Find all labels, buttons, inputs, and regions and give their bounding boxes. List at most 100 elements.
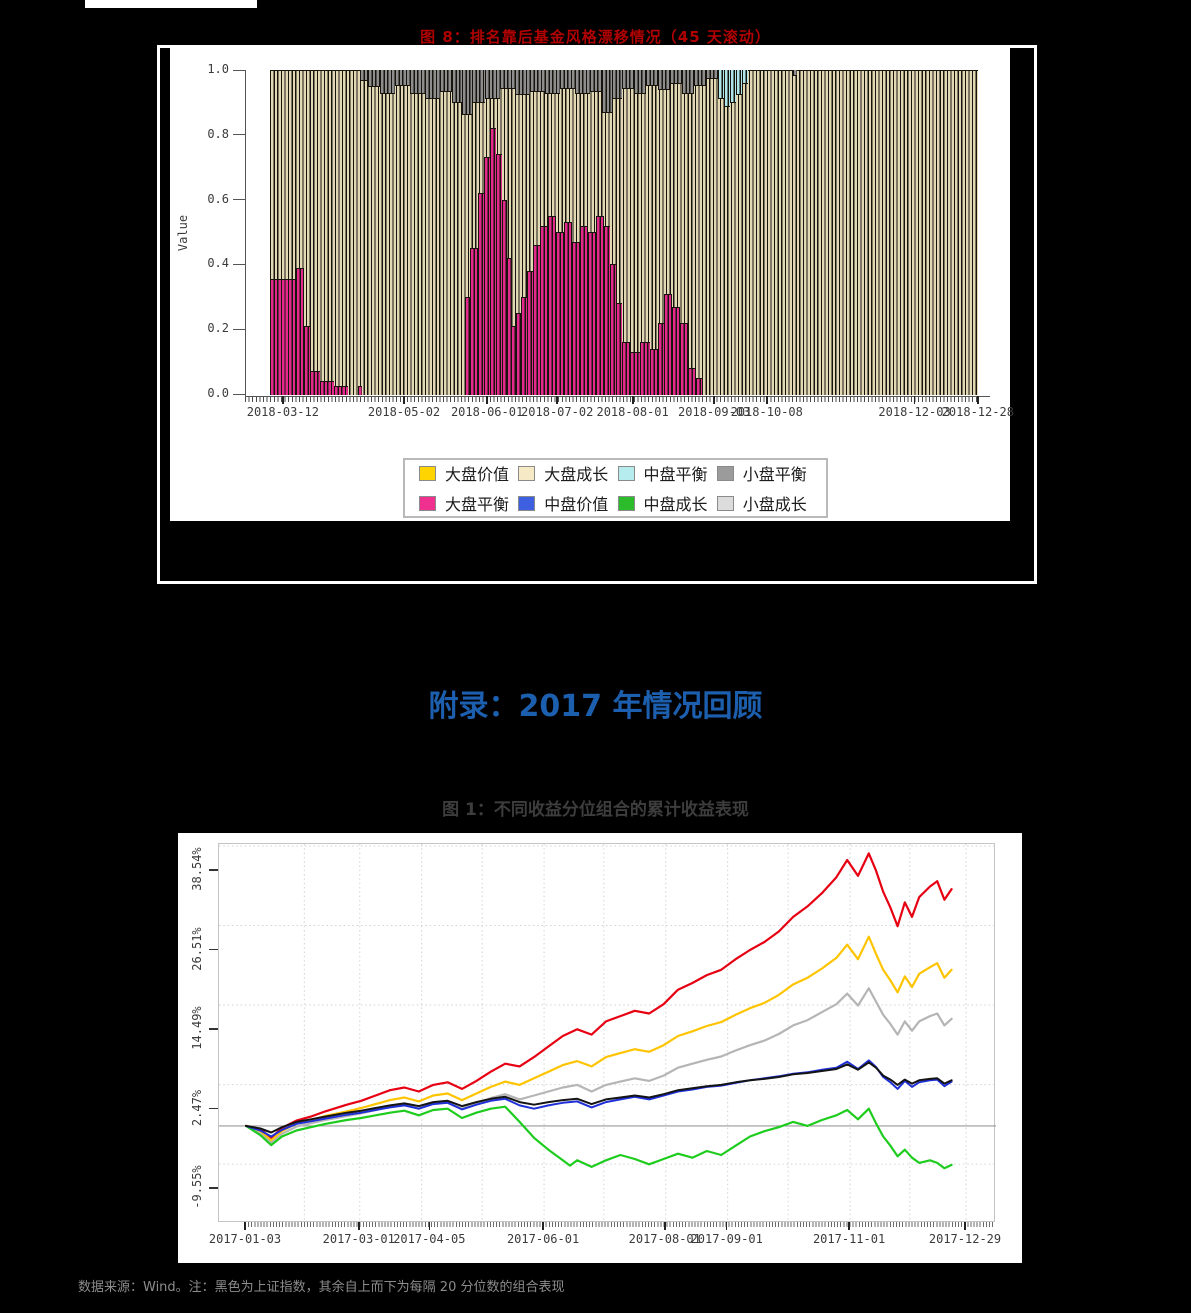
bar-segment-大盘平衡: [521, 296, 527, 395]
bar-segment-小盘平衡: [529, 70, 545, 93]
中盘平衡-swatch: [617, 465, 635, 481]
bar-segment-大盘平衡: [304, 325, 311, 395]
x-tick: [556, 396, 559, 404]
bar-segment-大盘平衡: [470, 248, 478, 395]
x-axis-line: [245, 396, 990, 398]
y-tick: [233, 393, 245, 395]
legend-label: 中盘成长: [643, 495, 708, 514]
bar-segment-大盘平衡: [496, 154, 503, 395]
x-tick-label: 2018-12-28: [941, 405, 1014, 419]
bar-segment-小盘平衡: [368, 70, 380, 88]
bar-segment-小盘平衡: [682, 70, 695, 94]
bar-segment-大盘平衡: [532, 244, 540, 395]
bar-segment-大盘平衡: [564, 222, 572, 395]
bar-segment-大盘平衡: [295, 267, 305, 395]
bar-segment-大盘平衡: [587, 232, 597, 395]
figure1-svg: [219, 844, 996, 1223]
bar-segment-大盘平衡: [663, 293, 673, 395]
y-tick: [209, 1107, 218, 1110]
bar-segment-大盘平衡: [484, 157, 491, 395]
data-source-note: 数据来源：Wind。注：黑色为上证指数，其余自上而下为每隔 20 分位数的组合表…: [78, 1280, 565, 1295]
y-tick: [233, 263, 245, 266]
x-tick: [713, 396, 716, 404]
bar-segment-大盘平衡: [657, 322, 664, 395]
x-tick-label: 2017-11-01: [812, 1232, 886, 1246]
bar-segment-小盘平衡: [589, 70, 603, 93]
bar-segment-大盘平衡: [333, 385, 348, 395]
x-tick-label: 2017-12-29: [928, 1232, 1002, 1246]
y-axis-line: [245, 70, 247, 398]
x-tick-label: 2017-03-01: [322, 1232, 395, 1246]
bar-segment-大盘平衡: [615, 303, 622, 395]
bar-segment-大盘平衡: [526, 270, 533, 395]
series-line-60-80分位组合: [245, 1059, 953, 1138]
bar-segment-小盘平衡: [574, 70, 590, 94]
x-tick-label: 2018-03-12: [246, 405, 319, 419]
legend-item: 中盘成长: [617, 491, 717, 515]
figure8-chart: Value 1.0 0.8 0.6 0.4 0.2 0.0 2018-03-12 2018-05…: [170, 47, 1014, 521]
bar-segment-大盘平衡: [548, 215, 556, 395]
小盘平衡-swatch: [716, 465, 734, 481]
x-tick: [725, 1222, 728, 1230]
bar-segment-小盘平衡: [621, 70, 635, 89]
series-line-中盘成长组合: [244, 1105, 953, 1170]
bar-segment-大盘成长: [269, 70, 978, 395]
bar-segment-小盘平衡: [410, 70, 426, 94]
bar-segment-中盘平衡: [736, 70, 743, 96]
bar-segment-中盘平衡: [724, 70, 731, 107]
x-tick: [766, 396, 768, 404]
legend-item: 小盘平衡: [716, 461, 816, 485]
y-tick-label: 0.2: [207, 321, 229, 336]
x-tick: [663, 1222, 666, 1230]
x-tick-label: 2017-08-01: [628, 1232, 701, 1246]
bar-segment-小盘平衡: [484, 70, 501, 99]
legend-label: 小盘平衡: [742, 465, 807, 484]
bar-segment-小盘平衡: [394, 70, 411, 86]
x-tick: [403, 396, 405, 404]
bar-segment-小盘平衡: [461, 70, 472, 115]
x-tick: [282, 396, 284, 404]
bar-segment-大盘平衡: [539, 225, 549, 395]
x-tick-label: 2018-08-01: [596, 405, 669, 419]
bar-segment-大盘平衡: [672, 306, 680, 395]
bar-segment-大盘平衡: [269, 278, 296, 395]
bar-segment-大盘平衡: [640, 342, 651, 395]
y-tick: [209, 948, 218, 951]
y-tick-label: 0.8: [207, 126, 229, 141]
x-tick: [542, 1222, 544, 1230]
figure1-plot-area: [218, 843, 996, 1223]
series-line-20-40分位组合: [244, 935, 953, 1142]
legend-item: 大盘平衡: [419, 491, 518, 515]
y-tick-label: -9.55%: [190, 1165, 204, 1209]
y-tick-label: 2.47%: [190, 1089, 204, 1126]
x-tick-label: 2018-05-02: [367, 405, 441, 419]
x-minor-ticks: [245, 1222, 995, 1227]
bar-segment-大盘平衡: [516, 313, 522, 395]
bar-segment-小盘平衡: [439, 70, 453, 93]
bar-segment-小盘平衡: [471, 70, 485, 104]
bar-segment-小盘平衡: [612, 70, 622, 99]
bar-segment-小盘平衡: [705, 70, 718, 80]
y-tick-label: 0.4: [207, 256, 229, 271]
x-tick-label: 2018-12-03: [878, 405, 951, 419]
y-tick-label: 1.0: [207, 62, 229, 76]
bar-segment-大盘平衡: [502, 199, 507, 395]
y-tick-label: 0.0: [207, 386, 229, 400]
bar-segment-大盘平衡: [630, 351, 641, 395]
bar-segment-小盘平衡: [792, 70, 798, 76]
bar-segment-小盘平衡: [602, 70, 613, 114]
figure8-y-axis-title: Value: [176, 214, 190, 252]
bar-segment-小盘平衡: [379, 70, 395, 94]
bar-segment-大盘平衡: [603, 225, 610, 395]
bar-segment-中盘平衡: [717, 70, 725, 99]
大盘成长-swatch: [518, 465, 536, 481]
bar-segment-大盘平衡: [609, 264, 616, 395]
y-tick: [233, 328, 245, 330]
x-tick-label: 2018-07-02: [521, 405, 594, 419]
小盘成长-swatch: [716, 495, 734, 511]
x-tick: [977, 396, 979, 404]
bar-segment-大盘平衡: [506, 257, 511, 395]
legend-item: 大盘成长: [518, 461, 617, 485]
bar-segment-小盘平衡: [515, 70, 530, 96]
y-tick: [209, 1187, 218, 1189]
